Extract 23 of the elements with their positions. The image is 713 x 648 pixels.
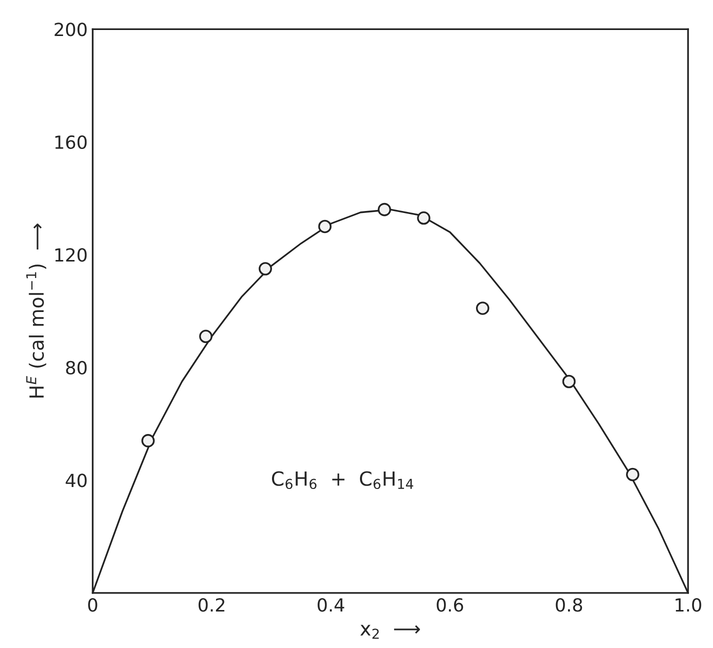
x-tick-label: 0.4	[318, 598, 344, 612]
x-tick-label: 0	[88, 598, 98, 612]
point	[258, 262, 272, 276]
x-tick-label: 0.8	[556, 598, 582, 612]
annotation: C$_{6}$H$_{6}$ + C$_{6}$H$_{14}$	[272, 471, 414, 490]
x-tick-label: 0.6	[436, 598, 464, 612]
point	[626, 468, 640, 482]
point	[562, 374, 576, 388]
point	[378, 202, 392, 216]
point	[141, 434, 155, 448]
point	[476, 302, 490, 315]
y-tick-label: 40	[66, 474, 87, 488]
y-tick-label: 200	[54, 22, 87, 36]
y-tick-label: 120	[55, 248, 87, 262]
y-tick-label: 80	[66, 360, 87, 375]
y-axis-title: H$^{E}$ (cal mol$^{−1}$) ⟶	[26, 224, 46, 398]
x-tick-label: 1.0	[676, 598, 702, 612]
y-tick-label: 160	[55, 135, 87, 150]
point	[199, 330, 212, 344]
x-axis-title: x$_{2}$ ⟶	[360, 624, 420, 639]
point	[417, 211, 430, 225]
point	[318, 220, 332, 234]
x-tick-label: 0.2	[198, 598, 224, 612]
